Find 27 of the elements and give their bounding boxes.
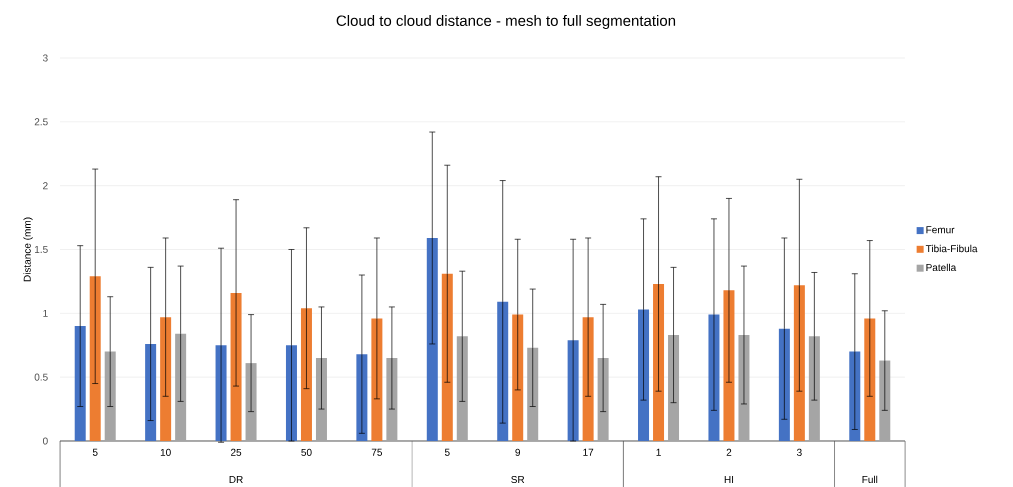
text: SR bbox=[511, 476, 525, 484]
y-tick-label: 1.5 bbox=[35, 246, 48, 253]
x-tick-label: 50 bbox=[301, 448, 312, 456]
x-tick-label: 25 bbox=[230, 448, 242, 456]
y-tick-label: 2.5 bbox=[34, 118, 48, 126]
y-tick-label: 0.5 bbox=[34, 373, 48, 381]
y-tick-label: 0 bbox=[42, 437, 48, 445]
x-tick-label: 17 bbox=[583, 448, 594, 456]
legend-label: Tibia-Fibula bbox=[925, 244, 978, 253]
text: HI bbox=[724, 476, 734, 483]
text: Full bbox=[862, 475, 878, 484]
y-tick-label: 2 bbox=[43, 182, 48, 190]
text: DR bbox=[229, 476, 243, 483]
x-tick-label: 5 bbox=[444, 448, 450, 456]
x-tick-label: 75 bbox=[371, 448, 383, 456]
y-tick-label: 3 bbox=[42, 54, 48, 62]
x-tick-label: 1 bbox=[656, 448, 661, 456]
x-tick-label: 2 bbox=[726, 448, 732, 456]
x-tick-label: 10 bbox=[160, 448, 171, 456]
legend-label: Patella bbox=[926, 263, 957, 272]
x-tick-label: 9 bbox=[515, 448, 521, 456]
y-axis-title: Distance (mm) bbox=[23, 217, 33, 282]
x-tick-label: 5 bbox=[92, 448, 98, 456]
legend-label: Femur bbox=[926, 226, 955, 234]
x-tick-label: 3 bbox=[796, 448, 802, 456]
chart-title: Cloud to cloud distance - mesh to full segmentation bbox=[336, 15, 676, 29]
y-tick-label: 1 bbox=[43, 309, 48, 317]
